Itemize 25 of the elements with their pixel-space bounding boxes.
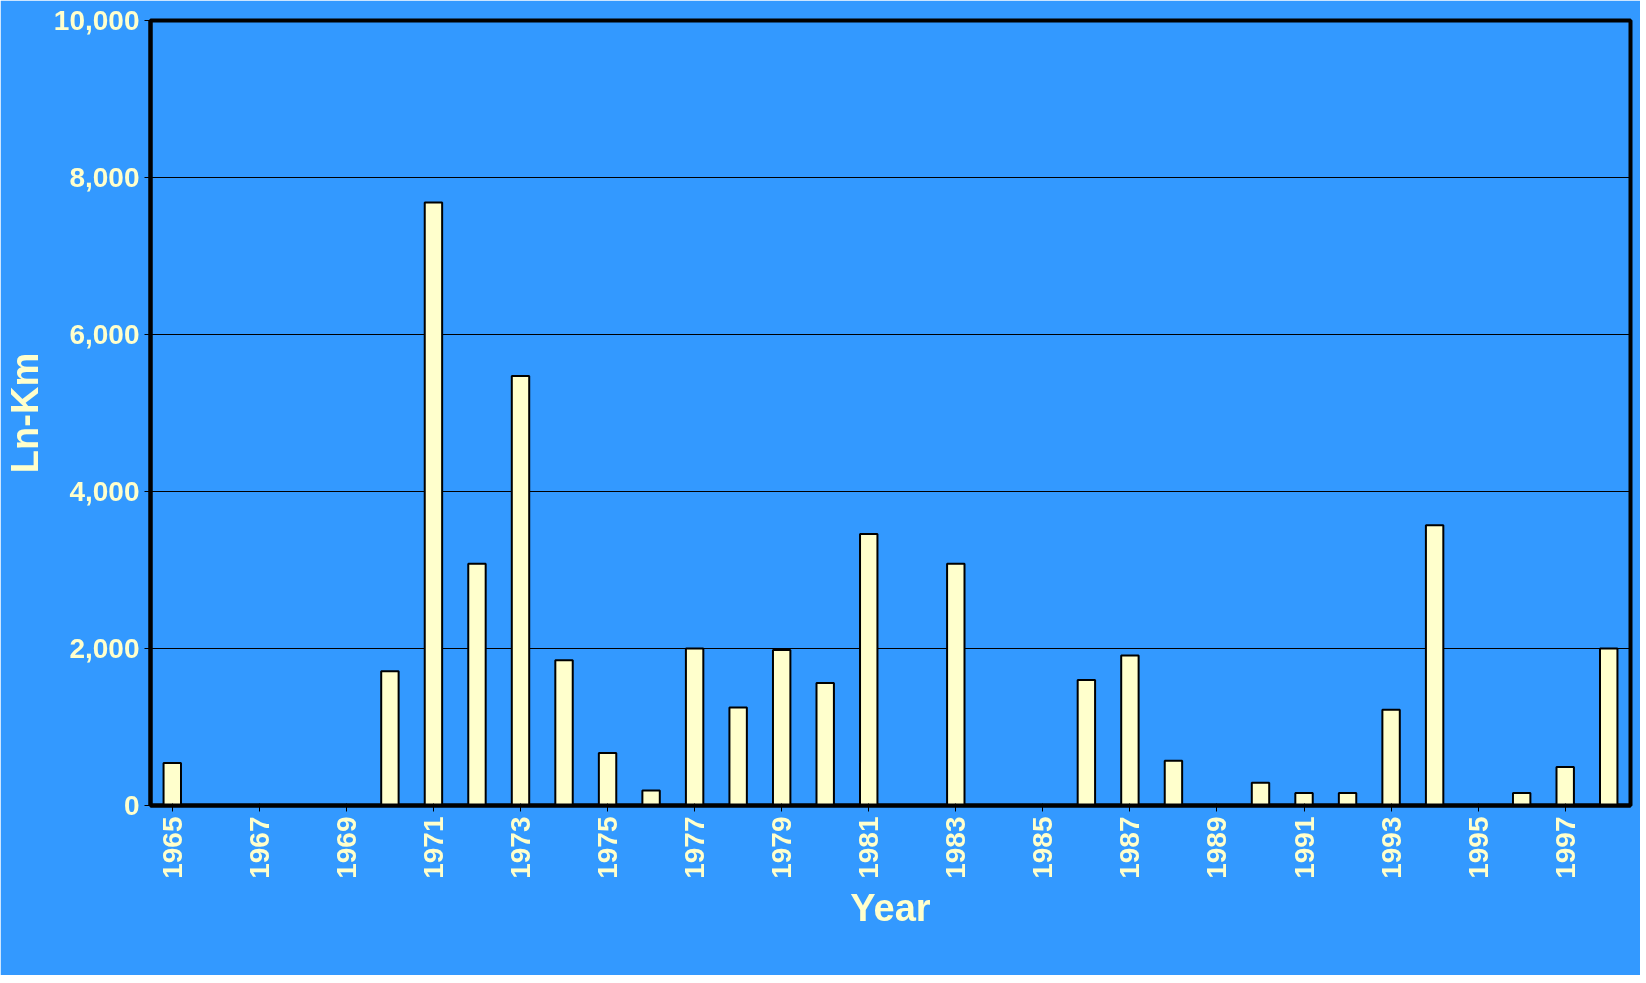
y-tick-label: 4,000 bbox=[69, 476, 140, 507]
x-tick-label: 1975 bbox=[592, 816, 624, 879]
x-tick-label: 1967 bbox=[243, 816, 275, 879]
y-tick-label: 10,000 bbox=[53, 5, 140, 36]
x-tick-label: 1981 bbox=[853, 816, 885, 879]
x-tick-label: 1989 bbox=[1201, 816, 1233, 879]
y-tick-label: 2,000 bbox=[69, 633, 140, 664]
x-tick-label: 1995 bbox=[1462, 816, 1494, 879]
x-tick-label: 1993 bbox=[1375, 816, 1407, 879]
y-tick-label: 6,000 bbox=[69, 319, 140, 350]
x-tick-label: 1971 bbox=[417, 816, 449, 879]
x-tick-label: 1969 bbox=[330, 816, 362, 879]
x-tick-label: 1983 bbox=[940, 816, 972, 879]
x-tick-label: 1977 bbox=[679, 816, 711, 879]
y-tick-label: 0 bbox=[123, 790, 140, 821]
x-tick-label: 1991 bbox=[1288, 816, 1320, 879]
x-axis-title: Year bbox=[850, 886, 931, 929]
x-tick-label: 1979 bbox=[766, 816, 798, 879]
y-axis-title: Ln-Km bbox=[3, 352, 46, 474]
x-tick-label: 1965 bbox=[156, 816, 188, 879]
y-tick-label: 8,000 bbox=[69, 162, 140, 193]
x-tick-label: 1987 bbox=[1114, 816, 1146, 879]
x-tick-label: 1973 bbox=[505, 816, 536, 879]
x-tick-label: 1985 bbox=[1027, 816, 1059, 879]
x-tick-label: 1997 bbox=[1549, 816, 1581, 879]
